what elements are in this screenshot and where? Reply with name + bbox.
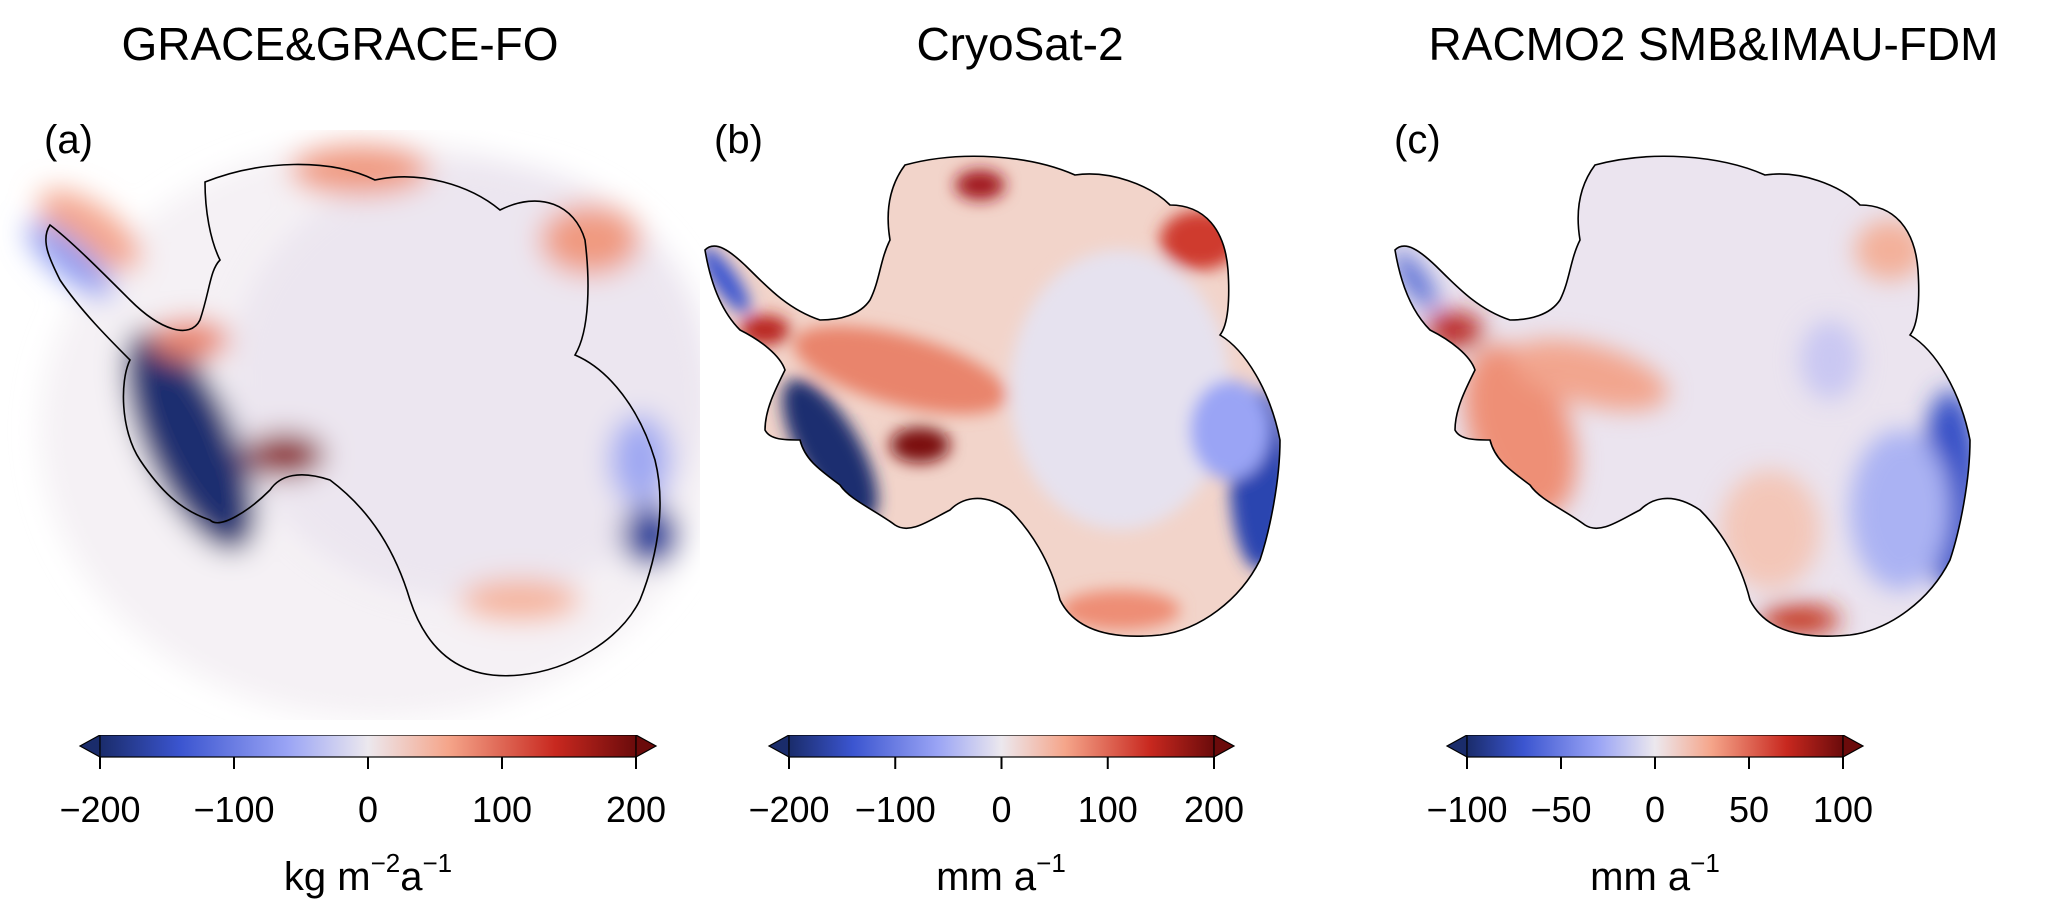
colorbar-tick-label: −200 <box>59 789 141 830</box>
coastline-outline <box>1394 155 1971 638</box>
field-north-red <box>955 170 1005 200</box>
colorbar <box>78 735 658 769</box>
coastline-outline <box>704 155 1281 638</box>
colorbar-tick-label: 100 <box>1077 789 1138 830</box>
grace-field <box>26 140 700 720</box>
field-peninsula-blue <box>26 222 114 298</box>
cryosat-field <box>705 156 1280 637</box>
field-peninsula-blue <box>1395 250 1437 310</box>
colorbar-gradient <box>1466 735 1844 758</box>
colorbar <box>767 735 1236 769</box>
field-victoria-red <box>1760 605 1840 635</box>
field-kamb-red <box>245 433 325 477</box>
colorbar-extend-low <box>1445 735 1468 759</box>
colorbar-extend-low <box>767 735 790 759</box>
field-totten-blue <box>622 505 678 565</box>
panel-c: RACMO2 SMB&IMAU-FDM (c) <box>1360 0 2067 902</box>
colorbar-tick-label: −200 <box>748 789 830 830</box>
colorbar-extend-high <box>635 735 658 759</box>
field-south-red <box>1720 470 1820 590</box>
antarctica-map-cryosat <box>704 155 1281 638</box>
field-peninsula-red <box>740 315 790 345</box>
field-dml-red <box>1855 220 1925 280</box>
field-amundsen-blue <box>124 329 256 551</box>
field-east-blue <box>610 415 670 505</box>
panel-letter: (b) <box>714 118 763 162</box>
colorbar-extend-high <box>1842 735 1865 759</box>
colorbar-extend-high <box>1213 735 1236 759</box>
antarctica-map-grace <box>26 140 700 720</box>
field-interior-neutral <box>1010 250 1230 530</box>
field-amundsen-blue <box>782 379 878 521</box>
colorbar-tick-label: 200 <box>605 789 667 830</box>
field-ross-red <box>150 320 230 360</box>
panel-b: CryoSat-2 (b) <box>680 0 1360 902</box>
colorbar-gradient <box>788 735 1215 758</box>
field-south-red <box>1060 590 1180 630</box>
colorbar-unit: mm a−1 <box>1590 848 1720 899</box>
field-dml-red <box>1160 210 1240 270</box>
panel-title: GRACE&GRACE-FO <box>121 18 559 70</box>
colorbar-extend-low <box>78 735 101 759</box>
colorbar-tick-label: 0 <box>1644 789 1666 830</box>
field-ross-red <box>793 325 1007 415</box>
colorbar <box>1445 735 1865 769</box>
racmo-field <box>1395 156 1970 637</box>
coastline-outline <box>45 163 661 677</box>
panel-title: CryoSat-2 <box>916 18 1124 70</box>
field-interior-blue <box>1800 320 1860 400</box>
colorbar-tick-label: 100 <box>471 789 533 830</box>
field-peninsula-red <box>1427 312 1483 348</box>
colorbar-tick-label: 200 <box>1183 789 1245 830</box>
field-north-red <box>290 145 430 195</box>
panel-a: GRACE&GRACE-FO (a) <box>0 0 700 902</box>
panel-letter: (c) <box>1394 118 1441 162</box>
colorbar-unit: kg m−2a−1 <box>283 848 453 899</box>
field-kamb-red <box>890 427 950 463</box>
colorbar-tick-label: 0 <box>357 789 379 830</box>
antarctica-map-racmo <box>1394 155 1971 638</box>
field-south-red <box>460 580 580 620</box>
colorbar-gradient <box>99 735 637 758</box>
panel-title: RACMO2 SMB&IMAU-FDM <box>1428 18 1999 70</box>
colorbar-tick-label: 50 <box>1728 789 1770 830</box>
field-peninsula-blue <box>705 246 750 314</box>
field-wilkes-blue2 <box>1190 380 1270 480</box>
field-peninsula-red <box>38 189 142 271</box>
panel-letter: (a) <box>44 118 93 162</box>
field-wilkes-light <box>1850 430 1950 590</box>
colorbar-tick-label: −100 <box>1426 789 1508 830</box>
colorbar-tick-label: −100 <box>854 789 936 830</box>
colorbar-tick-label: 0 <box>991 789 1012 830</box>
colorbar-tick-label: 100 <box>1812 789 1874 830</box>
field-ne-red <box>540 205 640 275</box>
colorbar-tick-label: −100 <box>193 789 275 830</box>
colorbar-unit: mm a−1 <box>936 848 1066 899</box>
colorbar-tick-label: −50 <box>1530 789 1592 830</box>
field-ross-red <box>1512 339 1668 411</box>
